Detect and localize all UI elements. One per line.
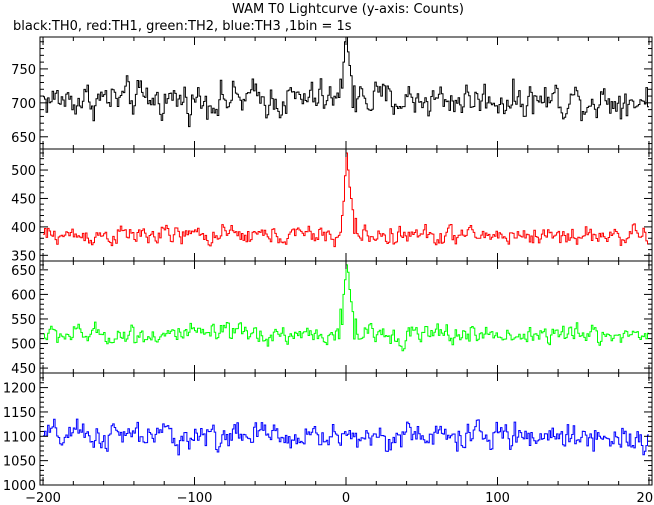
panel-th1: 350 400 450 500	[11, 148, 653, 264]
y-tick-label: 450	[11, 192, 36, 207]
chart-title: WAM T0 Lightcurve (y-axis: Counts)	[232, 2, 464, 17]
x-tick-label: −200	[25, 491, 61, 505]
x-tick-label: 200	[637, 491, 654, 505]
panel-th3: 1000 1050 1100 1150 1200	[3, 372, 653, 494]
y-tick-label: 550	[11, 313, 36, 328]
y-tick-label: 750	[11, 63, 36, 78]
series-line-th0	[43, 37, 649, 128]
chart-subtitle: black:TH0, red:TH1, green:TH2, blue:TH3 …	[13, 19, 352, 34]
panel-stack: 650 700 750 350 400 450 500 450 500 550 600 650 1000…	[3, 36, 653, 494]
y-tick-label: 650	[11, 264, 36, 279]
y-tick-label: 1000	[3, 479, 36, 494]
y-tick-label: 500	[11, 338, 36, 353]
y-tick-label: 1100	[3, 430, 36, 445]
y-tick-label: 1150	[3, 406, 36, 421]
y-tick-label: 350	[11, 249, 36, 264]
y-tick-label: 400	[11, 221, 36, 236]
y-tick-label: 1050	[3, 455, 36, 470]
panel-th0: 650 700 750	[11, 36, 653, 150]
series-line-th2	[43, 264, 649, 352]
series-line-th1	[43, 152, 649, 248]
x-tick-label: 100	[485, 491, 510, 505]
x-tick-label: −100	[177, 491, 213, 505]
series-line-th3	[43, 418, 649, 456]
panel-frame	[39, 372, 653, 486]
y-tick-label: 650	[11, 131, 36, 146]
y-tick-label: 1200	[3, 382, 36, 397]
y-tick-label: 600	[11, 288, 36, 303]
y-tick-label: 450	[11, 362, 36, 377]
panel-frame	[39, 36, 653, 150]
y-tick-label: 700	[11, 97, 36, 112]
x-axis: −200 −100 0 100 200	[25, 491, 654, 505]
y-tick-label: 500	[11, 164, 36, 179]
x-tick-label: 0	[342, 491, 350, 505]
panel-th2: 450 500 550 600 650	[11, 260, 653, 377]
